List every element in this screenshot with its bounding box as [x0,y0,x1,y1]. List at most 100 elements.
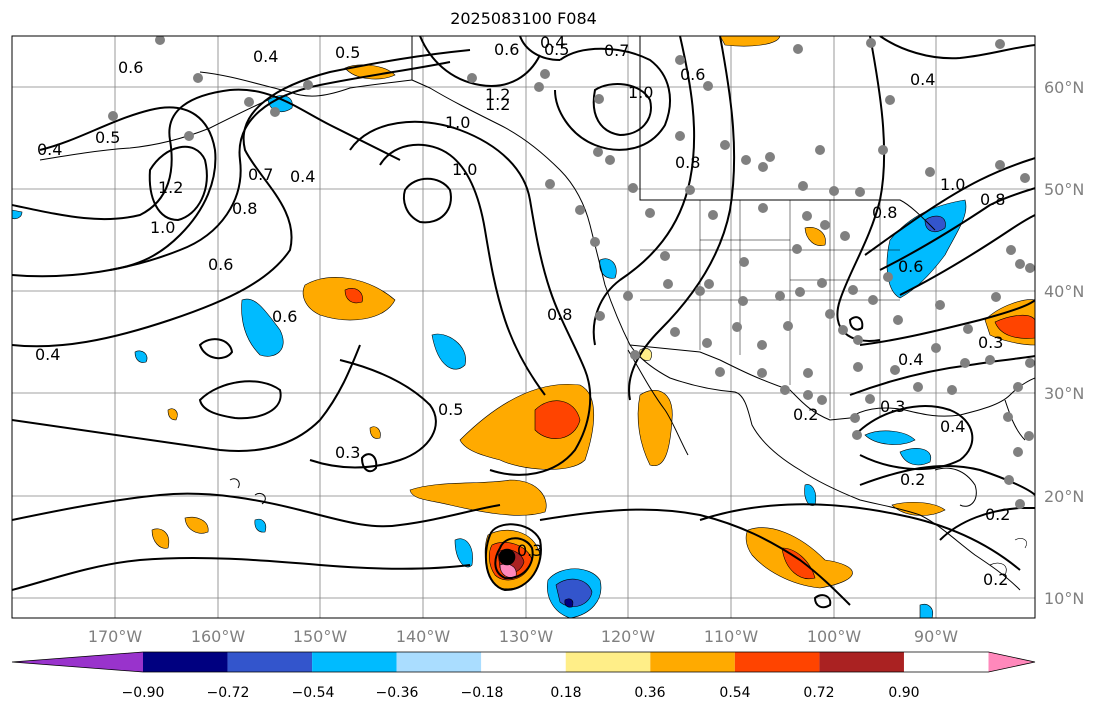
station-marker [865,394,875,404]
colorbar-segment [396,652,482,672]
station-marker [963,324,973,334]
shade-orange [804,227,826,246]
station-marker [715,367,725,377]
colorbar-extend-min [12,652,143,672]
chart-title: 2025083100 F084 [450,9,597,28]
station-marker [184,131,194,141]
colorbar-label: −0.54 [292,685,335,701]
station-marker [540,69,550,79]
lat-label: 50°N [1044,180,1084,199]
shade-orange [344,64,396,80]
contour-line [198,380,282,420]
colorbar-label: −0.18 [461,685,504,701]
colorbar-label: 0.18 [550,685,581,701]
colorbar-segment [312,652,397,672]
colorbar-segment [481,652,566,672]
contour-label: 0.3 [335,443,360,462]
station-marker [935,300,945,310]
contour-line [349,120,592,476]
contour-label: 0.2 [985,505,1010,524]
shade-orange [637,390,673,467]
lat-label: 60°N [1044,78,1084,97]
contour-line [519,36,561,61]
station-marker [645,208,655,218]
station-marker [1006,245,1016,255]
station-marker [853,362,863,372]
shade-orange [151,528,170,549]
colorbar-outline [11,651,1036,673]
contour-label: 0.6 [680,65,705,84]
contour-line [198,338,234,360]
contour-label: 0.8 [232,199,257,218]
contour-line [12,344,361,452]
station-marker [575,205,585,215]
station-marker [803,390,813,400]
colorbar-label: 0.54 [719,685,750,701]
station-marker [1015,499,1025,509]
contour-line [879,36,1035,60]
contour-line [699,503,1021,571]
station-marker [913,382,923,392]
contour-label: 1.0 [452,160,477,179]
shade-blue [899,448,932,466]
station-marker [815,145,825,155]
contour-label: 0.2 [793,405,818,424]
station-marker [995,39,1005,49]
contour-line [879,187,1035,271]
contour-line [859,465,1035,496]
contour-label: 1.0 [445,113,470,132]
contour-label: 0.4 [910,70,935,89]
station-marker [594,94,604,104]
contour-line [854,405,974,470]
station-marker [628,183,638,193]
station-marker [1013,382,1023,392]
station-marker [758,162,768,172]
coast-yucatan [934,467,977,507]
contour-lines [12,36,1035,609]
station-marker [630,350,640,360]
contour-label: 0.8 [675,153,700,172]
station-marker [868,295,878,305]
station-marker [775,291,785,301]
station-marker [798,181,808,191]
contour-line [539,508,851,606]
contour-line [494,537,534,580]
shade-blue [454,538,473,568]
station-marker [960,358,970,368]
colorbar-label: −0.90 [122,685,165,701]
station-marker [467,73,477,83]
station-markers [108,36,1035,509]
station-marker [792,244,802,254]
contour-label: 0.8 [872,203,897,222]
lon-label: 170°W [88,627,143,646]
station-marker [1024,431,1034,441]
shaded-areas [12,36,1035,618]
contour-label: 1.0 [628,83,653,102]
shade-orange [719,36,781,47]
station-marker [675,55,685,65]
station-marker [817,278,827,288]
station-marker [1003,412,1013,422]
lon-label: 130°W [499,627,554,646]
contour-labels: 0.4 0.5 0.6 0.6 0.4 0.5 0.7 0.5 1.2 1.0 … [35,36,1010,589]
contour-label: 0.4 [253,47,278,66]
station-marker [108,111,118,121]
contour-label: 0.2 [900,470,925,489]
station-marker [853,335,863,345]
contour-line [592,36,696,346]
shade-blue [919,603,933,618]
lon-tick-labels: 170°W 160°W 150°W 140°W 130°W 120°W 110°… [88,627,958,646]
station-marker [155,36,165,45]
plot-frame [11,35,1036,619]
coast-alaska [199,71,413,97]
station-marker [244,97,254,107]
station-marker [995,160,1005,170]
colorbar-segment [819,652,904,672]
station-marker [820,220,830,230]
station-marker [1004,475,1014,485]
station-marker [605,155,615,165]
station-marker [795,287,805,297]
contour-line [848,316,864,331]
shade-orange [891,501,946,516]
station-marker [685,185,695,195]
